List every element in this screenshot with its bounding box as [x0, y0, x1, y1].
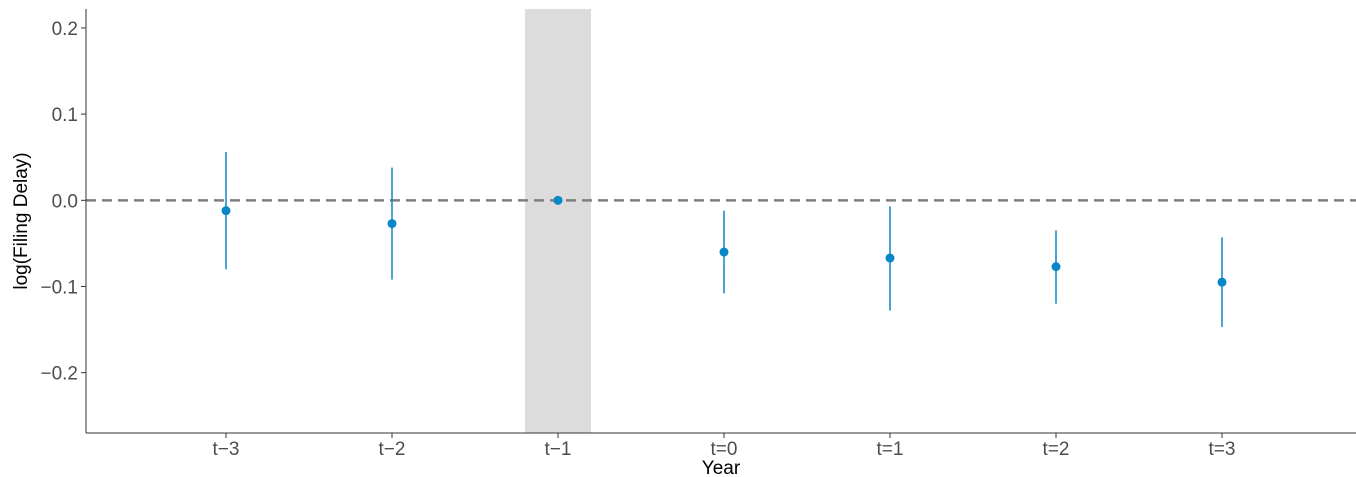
x-tick-label: t=0 — [711, 439, 738, 460]
reference-period-shading-layer — [525, 9, 591, 433]
y-tick-label: 0.1 — [52, 105, 78, 126]
axes — [85, 9, 1356, 434]
data-point — [221, 206, 231, 216]
reference-period-shading — [525, 9, 591, 433]
estimates-layer — [221, 152, 1227, 327]
data-point — [719, 247, 729, 257]
x-tick-label: t−3 — [213, 439, 240, 460]
x-tick-label: t=3 — [1209, 439, 1236, 460]
y-tick-label: −0.2 — [40, 364, 78, 385]
y-tick-label: 0.0 — [52, 191, 78, 212]
y-ticks: 0.2 0.1 0.0 −0.1 −0.2 — [40, 19, 86, 385]
data-point — [1217, 277, 1227, 287]
data-point — [553, 195, 563, 205]
data-point — [387, 219, 397, 229]
data-point — [1051, 262, 1061, 272]
x-tick-label: t=2 — [1043, 439, 1070, 460]
y-axis-title: log(Filing Delay) — [11, 152, 32, 289]
y-tick-label: −0.1 — [40, 277, 78, 298]
x-tick-label: t−2 — [379, 439, 406, 460]
x-tick-label: t=1 — [877, 439, 904, 460]
y-tick-label: 0.2 — [52, 19, 78, 40]
data-point — [885, 253, 895, 263]
x-axis-title: Year — [702, 458, 741, 477]
x-tick-label: t−1 — [545, 439, 572, 460]
x-ticks: t−3 t−2 t−1 t=0 t=1 t=2 t=3 — [213, 433, 1236, 460]
